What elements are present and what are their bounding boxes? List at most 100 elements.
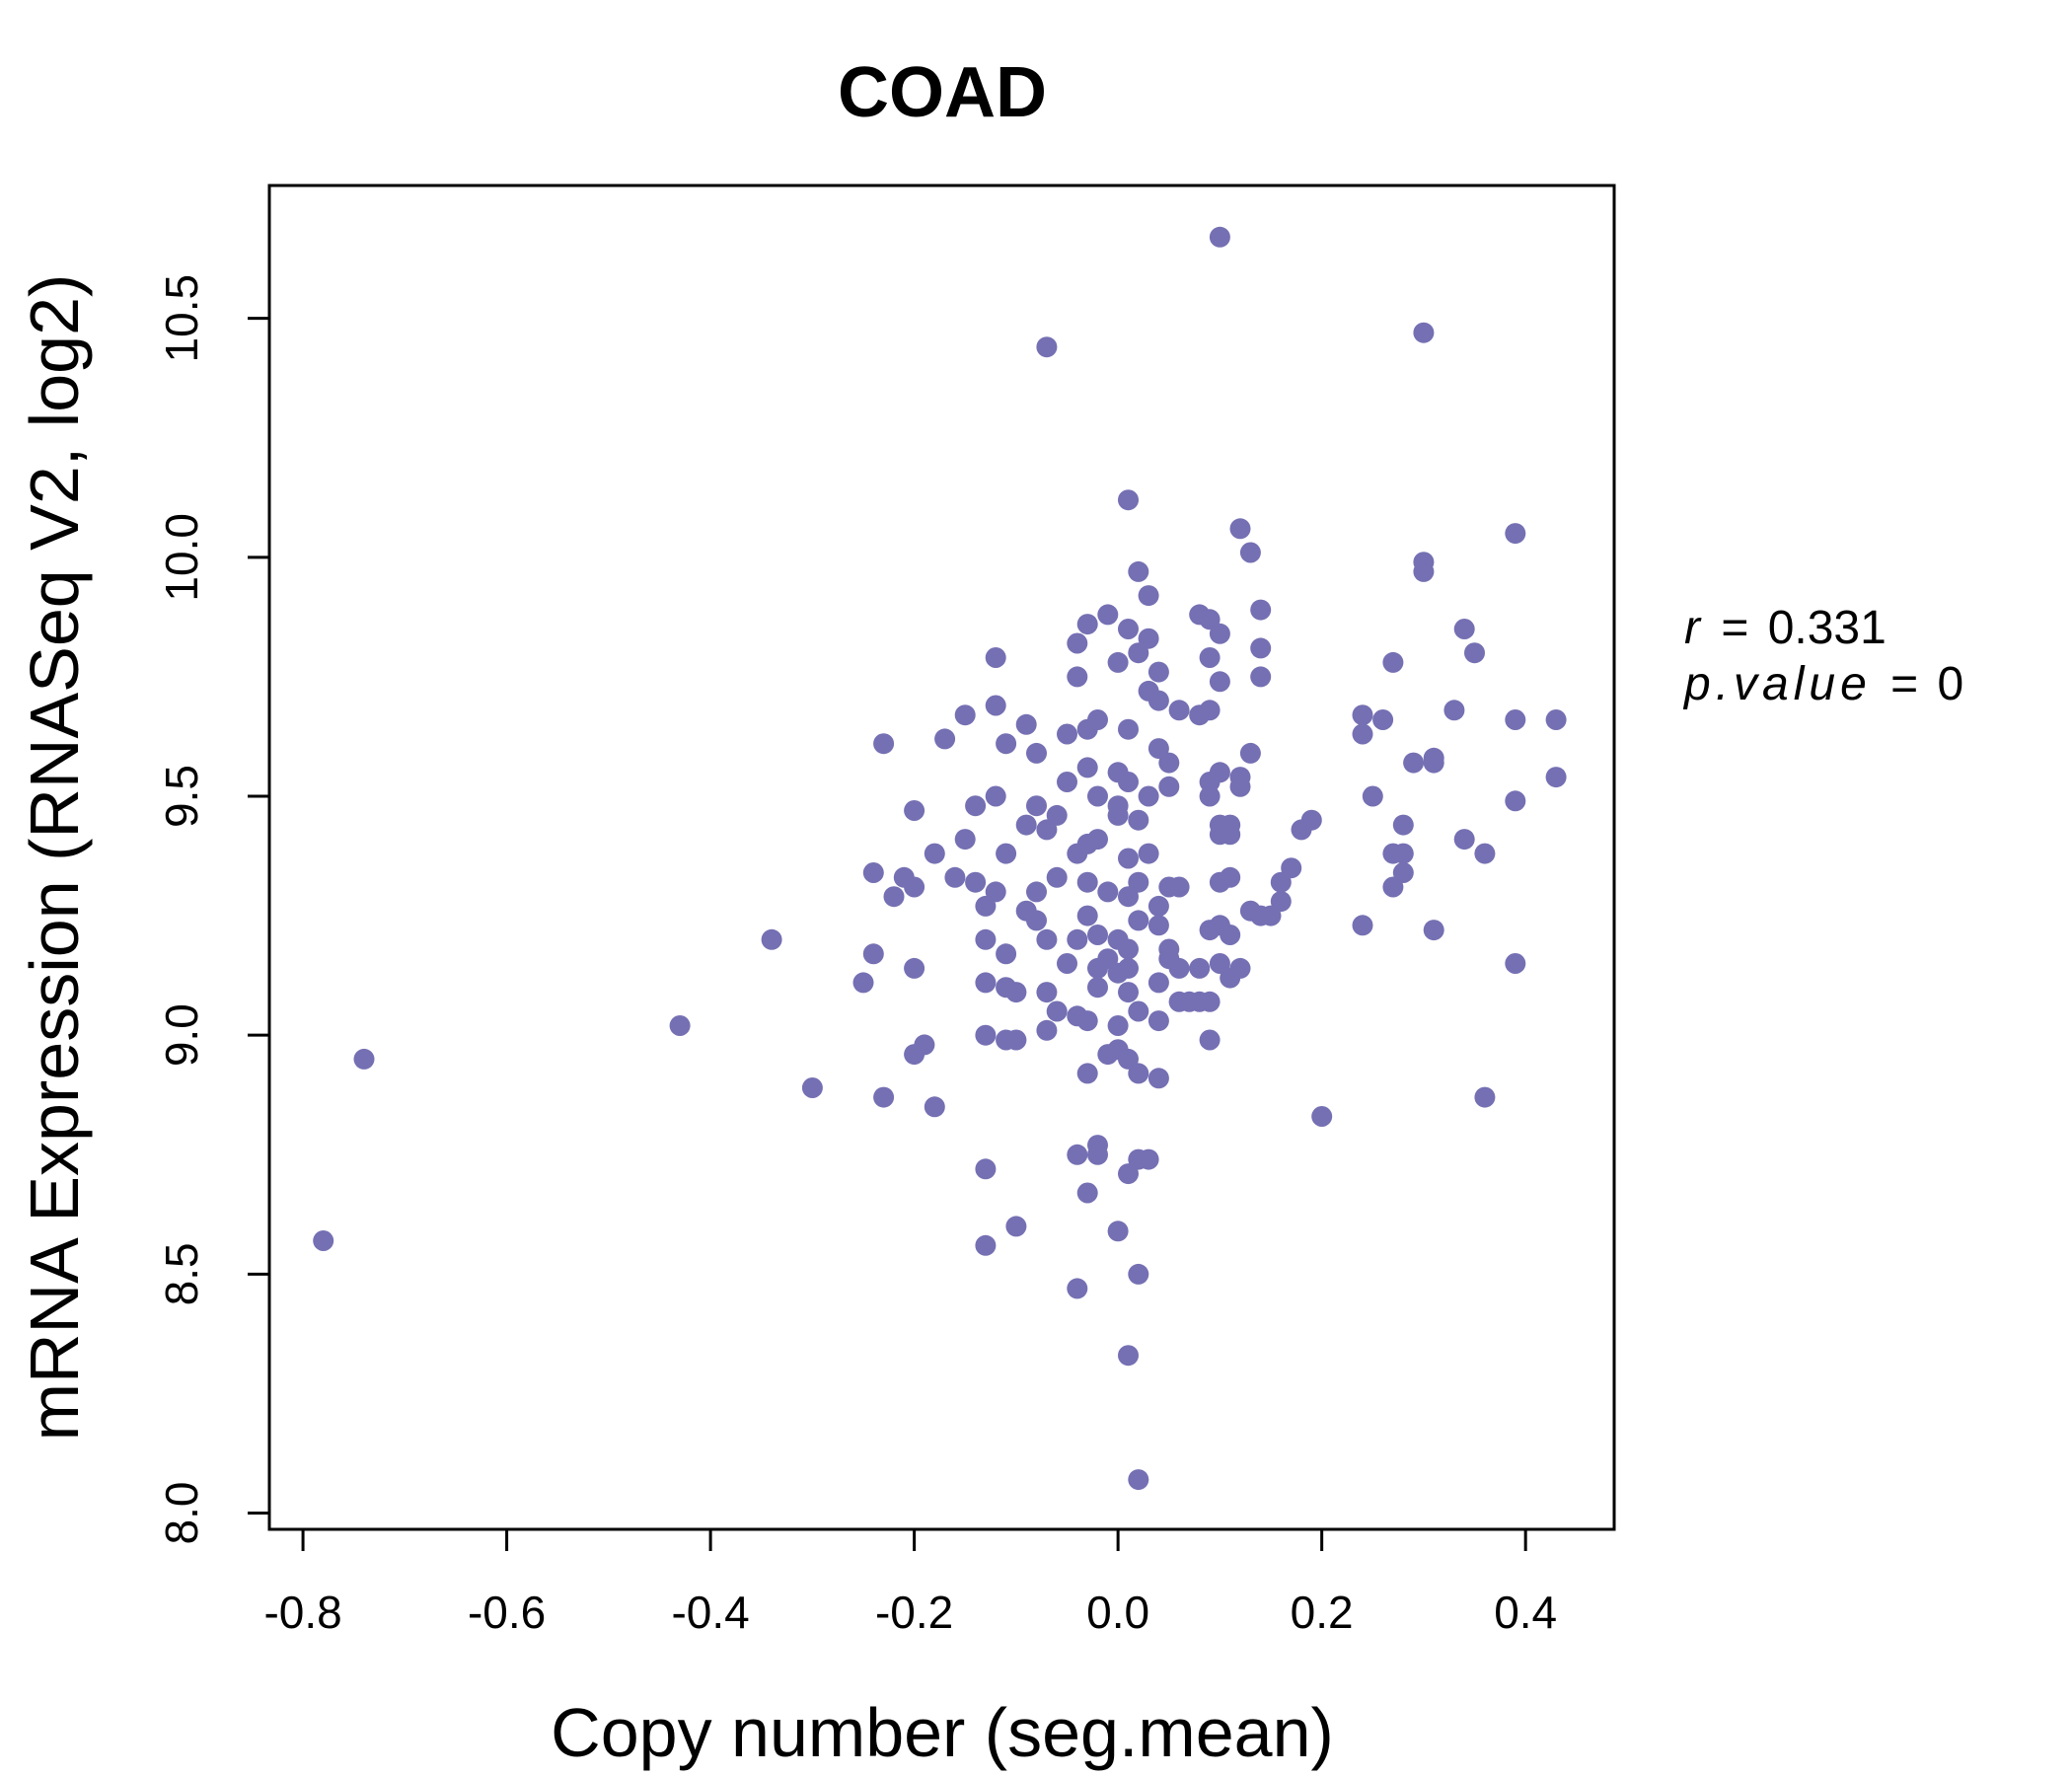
data-point (1352, 704, 1373, 726)
data-point (975, 895, 997, 917)
data-point (1147, 661, 1169, 683)
data-point (1311, 1106, 1333, 1127)
data-point (1158, 752, 1180, 774)
data-point (1505, 523, 1526, 545)
data-point (1392, 814, 1414, 836)
data-point (1118, 938, 1139, 960)
data-point (1128, 1000, 1149, 1022)
data-point (1209, 953, 1230, 974)
data-point (1128, 642, 1149, 664)
data-point (975, 972, 997, 994)
data-point (985, 785, 1006, 807)
y-tick-label: 9.0 (156, 1003, 207, 1067)
data-point (996, 1029, 1017, 1051)
data-point (1118, 718, 1139, 740)
data-point (1403, 752, 1425, 774)
data-point (1118, 489, 1139, 511)
data-point (1239, 542, 1261, 563)
data-point (1147, 690, 1169, 711)
data-point (1128, 1469, 1149, 1491)
data-point (1067, 666, 1088, 688)
data-point (852, 972, 874, 994)
data-point (1239, 742, 1261, 764)
r-statistic: r = 0.331 (1684, 602, 1887, 654)
data-point (954, 829, 976, 851)
data-point (1147, 915, 1169, 936)
data-point (996, 843, 1017, 864)
data-point (1413, 322, 1435, 343)
data-point (1036, 982, 1058, 1003)
data-point (1250, 637, 1272, 659)
x-tick-label: -0.6 (468, 1587, 546, 1638)
data-point (1076, 871, 1098, 893)
data-point (1453, 619, 1475, 639)
data-point (1118, 1163, 1139, 1185)
data-point (1118, 886, 1139, 908)
data-point (1453, 829, 1475, 851)
data-point (1158, 776, 1180, 797)
data-point (1362, 785, 1383, 807)
data-point (1199, 647, 1221, 668)
data-point (1168, 876, 1190, 898)
data-point (1423, 752, 1444, 774)
data-point (1097, 604, 1119, 626)
data-point (1057, 953, 1077, 974)
data-point (873, 733, 895, 755)
data-point (1107, 651, 1129, 673)
chart-title: COAD (838, 53, 1047, 132)
data-point (1036, 928, 1058, 950)
data-point (1220, 866, 1241, 888)
data-point (1107, 804, 1129, 826)
data-point (1147, 1010, 1169, 1032)
data-point (1076, 1182, 1098, 1204)
data-point (1270, 891, 1292, 913)
data-point (801, 1077, 823, 1098)
data-point (1443, 700, 1465, 721)
data-point (934, 728, 956, 750)
data-point (996, 733, 1017, 755)
p-symbol: p.value (1682, 658, 1872, 710)
y-tick-label: 10.5 (156, 274, 207, 363)
data-point (353, 1048, 375, 1070)
data-point (1545, 709, 1567, 730)
data-point (1107, 1015, 1129, 1036)
data-point (1229, 518, 1251, 540)
data-point (862, 943, 884, 965)
data-point (1128, 871, 1149, 893)
data-point (1220, 967, 1241, 989)
data-point (1199, 700, 1221, 721)
p-value: 0 (1938, 658, 1964, 710)
x-tick-label: 0.0 (1086, 1587, 1149, 1638)
data-point (1118, 957, 1139, 979)
data-point (1076, 757, 1098, 778)
data-point (1464, 642, 1485, 664)
data-point (904, 957, 925, 979)
data-point (1046, 1000, 1068, 1022)
data-point (1147, 1068, 1169, 1089)
data-point (761, 928, 782, 950)
y-axis-title: mRNA Expression (RNASeq V2, log2) (16, 274, 93, 1442)
data-point (1138, 843, 1159, 864)
data-point (954, 704, 976, 726)
data-point (904, 1044, 925, 1066)
data-point (996, 943, 1017, 965)
data-point (1199, 991, 1221, 1012)
data-point (1076, 614, 1098, 635)
data-point (1474, 843, 1496, 864)
data-point (1076, 1063, 1098, 1084)
data-point (883, 886, 905, 908)
data-point (904, 876, 925, 898)
data-point (1392, 862, 1414, 883)
data-point (1352, 723, 1373, 745)
data-point (1076, 1010, 1098, 1032)
data-point (1057, 772, 1077, 792)
data-point (1474, 1086, 1496, 1108)
y-tick-label: 9.5 (156, 765, 207, 828)
data-point (1118, 619, 1139, 639)
data-point (1036, 1019, 1058, 1041)
data-point (1505, 953, 1526, 974)
data-point (1147, 972, 1169, 994)
data-point (1138, 585, 1159, 607)
data-point (1118, 1345, 1139, 1367)
